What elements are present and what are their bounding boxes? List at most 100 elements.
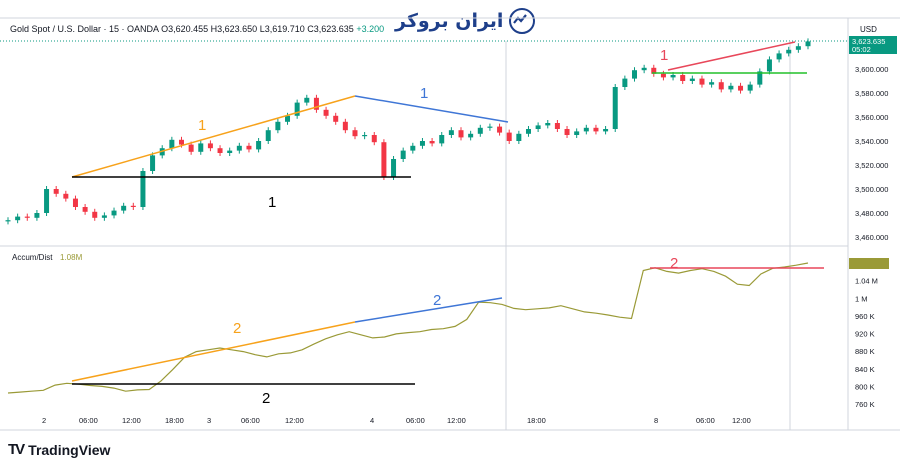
- candle-body: [477, 127, 483, 134]
- candle-body: [169, 139, 175, 149]
- candle-body: [256, 141, 262, 150]
- candle-body: [304, 97, 310, 103]
- accum-dist-line: [7, 262, 809, 394]
- candle-body: [429, 141, 435, 144]
- candle-body: [439, 135, 445, 144]
- candle-body: [236, 145, 242, 151]
- tradingview-logo[interactable]: TV TradingView: [8, 441, 110, 458]
- candle-body: [285, 115, 291, 122]
- time-axis: 2 06:00 12:00 18:00 3 06:00 12:00 4 06:00 12:00 18…: [42, 416, 751, 425]
- symbol-name: Gold Spot / U.S. Dollar · 15 · OANDA: [10, 24, 159, 34]
- ohlc-open: O3,620.455: [161, 24, 209, 34]
- price-blue-trendline[interactable]: [354, 95, 509, 123]
- indicator-value: 1.08M: [60, 253, 83, 262]
- price-tick-label: 3,520.000: [855, 161, 888, 170]
- price-red-trendline[interactable]: [667, 41, 796, 71]
- ad-orange-trendline[interactable]: [71, 321, 356, 382]
- candle-body: [583, 127, 589, 132]
- brand-text: ایران بروکر: [395, 10, 504, 32]
- candle-body: [699, 78, 705, 85]
- ad-blue-trendline[interactable]: [354, 297, 503, 323]
- indicator-tick-label: 760 K: [855, 400, 875, 409]
- candle-body: [381, 142, 387, 177]
- candle-body: [593, 127, 599, 132]
- time-tick-label: 06:00: [406, 416, 425, 425]
- price-tick-label: 3,600.000: [855, 65, 888, 74]
- candle-body: [15, 216, 21, 221]
- candle-body: [150, 155, 156, 171]
- candle-body: [24, 216, 30, 218]
- candle-body: [342, 121, 348, 131]
- candle-body: [506, 132, 512, 141]
- candle-body: [525, 129, 531, 134]
- candle-body: [516, 133, 522, 141]
- price-axis: 3,600.000 3,580.000 3,560.000 3,540.000 3,52…: [855, 65, 888, 242]
- candle-body: [294, 102, 300, 116]
- candle-body: [111, 210, 117, 216]
- candle-body: [371, 135, 377, 143]
- candle-body: [468, 133, 474, 138]
- indicator-tick-label: 800 K: [855, 382, 875, 391]
- price-tick-label: 3,500.000: [855, 185, 888, 194]
- candle-body: [333, 115, 339, 122]
- candle-body: [275, 121, 281, 131]
- candle-body: [313, 97, 319, 110]
- indicator-tick-label: 920 K: [855, 330, 875, 339]
- candle-body: [757, 71, 763, 85]
- time-tick-label: 3: [207, 416, 211, 425]
- candle-body: [776, 53, 782, 60]
- currency-label[interactable]: USD: [860, 25, 877, 34]
- ohlc-high: H3,623.650: [210, 24, 258, 34]
- tradingview-wordmark: TradingView: [28, 441, 111, 458]
- candle-body: [101, 215, 107, 218]
- time-tick-label: 18:00: [165, 416, 184, 425]
- time-tick-label: 12:00: [285, 416, 304, 425]
- candle-body: [680, 75, 686, 81]
- candlestick-series: [5, 38, 811, 225]
- indicator-tick-label: 840 K: [855, 365, 875, 374]
- ohlc-low: L3,619.710: [259, 24, 305, 34]
- candle-body: [554, 123, 560, 129]
- candle-body: [564, 129, 570, 135]
- candle-body: [458, 130, 464, 138]
- candle-body: [487, 126, 493, 128]
- candle-body: [738, 85, 744, 91]
- candle-body: [121, 205, 127, 211]
- indicator-name[interactable]: Accum/Dist: [12, 253, 53, 262]
- candle-body: [44, 189, 50, 213]
- time-tick-label: 18:00: [527, 416, 546, 425]
- ad-black-label: 2: [262, 390, 270, 407]
- candle-body: [497, 126, 503, 133]
- ad-blue-label: 2: [433, 292, 441, 309]
- candle-body: [82, 207, 88, 212]
- candle-body: [535, 125, 541, 129]
- price-red-label: 1: [660, 47, 668, 64]
- candle-body: [545, 123, 551, 126]
- candle-body: [448, 130, 454, 135]
- candle-body: [246, 145, 252, 150]
- candle-body: [660, 73, 666, 78]
- price-tick-label: 3,560.000: [855, 113, 888, 122]
- price-tag-box: [849, 36, 897, 54]
- ad-orange-label: 2: [233, 320, 241, 337]
- price-tick-label: 3,540.000: [855, 137, 888, 146]
- candle-body: [34, 213, 40, 218]
- candle-body: [632, 70, 638, 79]
- candle-body: [689, 78, 695, 81]
- time-tick-label: 2: [42, 416, 46, 425]
- ad-red-label: 2: [670, 255, 678, 272]
- price-orange-label: 1: [198, 117, 206, 134]
- symbol-header: Gold Spot / U.S. Dollar · 15 · OANDA O3,…: [10, 24, 384, 34]
- time-tick-label: 06:00: [241, 416, 260, 425]
- candle-body: [188, 144, 194, 152]
- candle-body: [747, 84, 753, 91]
- candle-body: [805, 41, 811, 47]
- time-tick-label: 12:00: [122, 416, 141, 425]
- candle-body: [574, 131, 580, 135]
- candle-body: [227, 150, 233, 153]
- price-orange-trendline[interactable]: [71, 95, 356, 178]
- candle-body: [72, 198, 78, 207]
- candle-body: [622, 78, 628, 87]
- candle-body: [362, 135, 368, 137]
